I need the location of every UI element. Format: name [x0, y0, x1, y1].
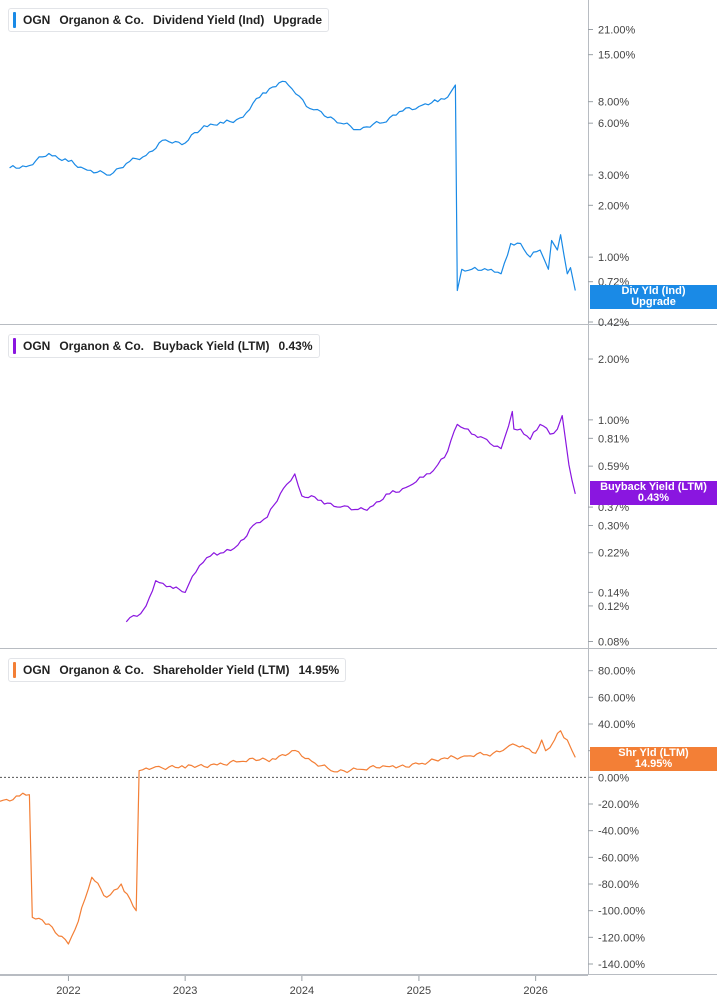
y-tick-label: 2.00%: [598, 354, 629, 366]
y-tick-label: -140.00%: [598, 959, 645, 971]
y-tick-label: 21.00%: [598, 25, 636, 37]
shareholder-series-swatch: [13, 662, 16, 678]
flag-label: Shr Yld (LTM): [618, 747, 689, 759]
dividend-legend[interactable]: OGN Organon & Co. Dividend Yield (Ind) U…: [8, 8, 330, 32]
legend-ticker: OGN: [23, 663, 51, 677]
legend-company: Organon & Co.: [59, 13, 145, 27]
y-tick-label: 8.00%: [598, 97, 629, 109]
dividend-series-swatch: [13, 12, 16, 28]
y-tick-label: 1.00%: [598, 252, 629, 264]
y-tick-label: 0.22%: [598, 548, 629, 560]
series-line: [0, 730, 576, 945]
y-tick-label: -100.00%: [598, 906, 645, 918]
shareholder-value-flag: Shr Yld (LTM) 14.95%: [590, 747, 717, 771]
y-tick-label: -120.00%: [598, 932, 645, 944]
y-tick-label: -40.00%: [598, 826, 639, 838]
y-tick-label: 40.00%: [598, 719, 636, 731]
y-tick-label: 6.00%: [598, 118, 629, 130]
legend-value: 0.43%: [278, 339, 313, 353]
buyback-legend[interactable]: OGN Organon & Co. Buyback Yield (LTM) 0.…: [8, 334, 320, 358]
buyback-series-swatch: [13, 338, 16, 354]
y-tick-label: 0.08%: [598, 636, 629, 648]
flag-value: 0.43%: [637, 492, 670, 504]
y-tick-label: 15.00%: [598, 50, 636, 62]
flag-label: Buyback Yield (LTM): [600, 481, 707, 493]
x-axis: 2022 2023 2024 2025 2026: [0, 975, 588, 997]
flag-value: Upgrade: [631, 296, 676, 308]
y-tick-label: 0.00%: [598, 772, 629, 784]
y-tick-label: -20.00%: [598, 799, 639, 811]
x-tick-label: 2026: [523, 985, 547, 997]
shareholder-legend[interactable]: OGN Organon & Co. Shareholder Yield (LTM…: [8, 658, 347, 682]
y-tick-label: 0.42%: [598, 317, 629, 329]
legend-ticker: OGN: [23, 13, 51, 27]
series-layer: [0, 80, 576, 945]
gridlines: [0, 0, 717, 975]
legend-value[interactable]: Upgrade: [273, 13, 323, 27]
legend-metric: Dividend Yield (Ind): [153, 13, 265, 27]
series-line: [125, 410, 576, 623]
x-tick-label: 2025: [407, 985, 431, 997]
legend-metric: Buyback Yield (LTM): [153, 339, 270, 353]
legend-company: Organon & Co.: [59, 339, 145, 353]
legend-metric: Shareholder Yield (LTM): [153, 663, 290, 677]
flag-label: Div Yld (Ind): [621, 285, 686, 297]
y-tick-label: 0.37%: [598, 502, 629, 514]
legend-value: 14.95%: [298, 663, 340, 677]
y-tick-label: 0.81%: [598, 433, 629, 445]
series-line: [9, 80, 576, 292]
flag-value: 14.95%: [634, 758, 673, 770]
dividend-value-flag: Div Yld (Ind) Upgrade: [590, 285, 717, 309]
y-tick-label: -80.00%: [598, 879, 639, 891]
y-tick-label: -60.00%: [598, 852, 639, 864]
y-tick-label: 1.00%: [598, 415, 629, 427]
y-tick-label: 2.00%: [598, 200, 629, 212]
y-tick-label: 0.12%: [598, 601, 629, 613]
x-tick-label: 2024: [290, 985, 314, 997]
legend-company: Organon & Co.: [59, 663, 145, 677]
y-axis-ticks: 21.00%15.00%8.00%6.00%3.00%2.00%1.00%0.7…: [588, 25, 645, 971]
y-tick-label: 0.14%: [598, 587, 629, 599]
legend-ticker: OGN: [23, 339, 51, 353]
y-tick-label: 0.59%: [598, 461, 629, 473]
y-tick-label: 3.00%: [598, 170, 629, 182]
y-tick-label: 80.00%: [598, 666, 636, 678]
y-tick-label: 60.00%: [598, 692, 636, 704]
x-tick-label: 2023: [173, 985, 197, 997]
y-tick-label: 0.30%: [598, 521, 629, 533]
buyback-value-flag: Buyback Yield (LTM) 0.43%: [590, 481, 717, 505]
x-tick-label: 2022: [56, 985, 80, 997]
